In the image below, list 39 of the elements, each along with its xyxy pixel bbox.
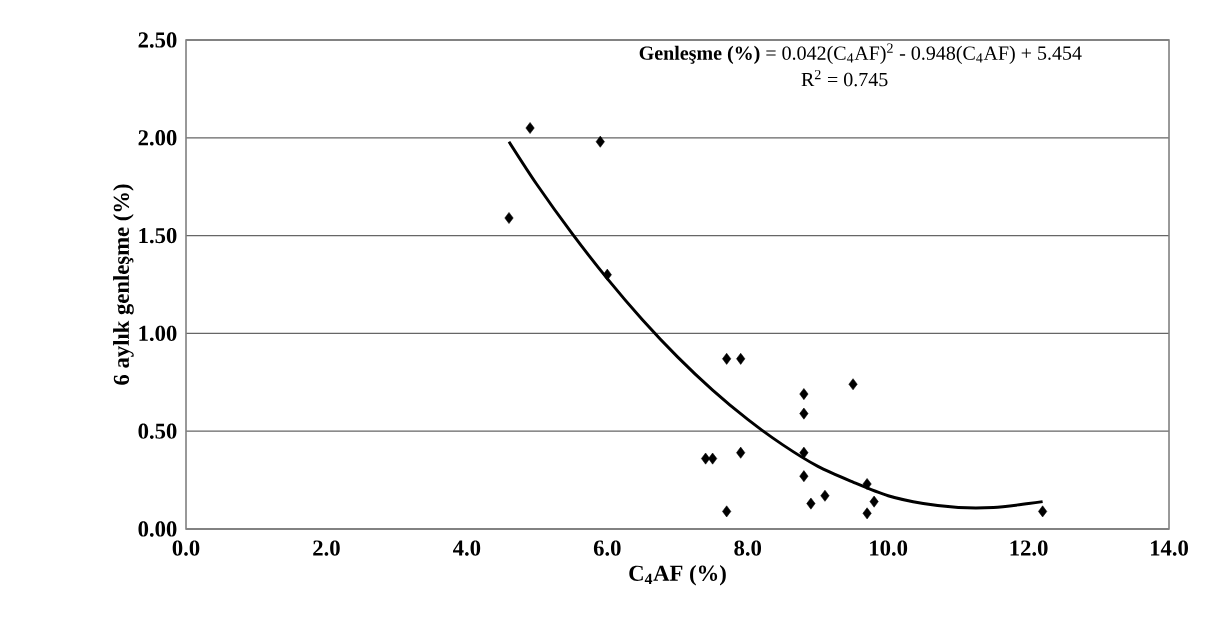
x-axis-title: C$_{4}$AF (%) (629, 564, 726, 586)
y-tick-label: 0.00 (138, 521, 177, 537)
x-tick-label: 12.0 (1010, 540, 1048, 556)
point (862, 478, 872, 490)
point (722, 352, 732, 365)
y-tick-label: 1.50 (139, 227, 177, 244)
point (806, 497, 816, 510)
y-tick-label: 2.50 (138, 32, 177, 48)
x-tick-label: 4.0 (453, 540, 481, 556)
point (722, 505, 732, 518)
x-tick-label: 14.0 (1150, 540, 1188, 556)
annotation: R$^{2}$ = 0.745 (801, 69, 888, 87)
x-tick-label: 0.0 (172, 540, 200, 556)
point (595, 135, 605, 148)
point (799, 470, 809, 483)
point (799, 446, 809, 459)
point (1038, 505, 1048, 518)
y-tick-label: 2.00 (138, 130, 177, 146)
point (602, 268, 612, 281)
point (799, 388, 809, 400)
point (820, 489, 830, 502)
annotation: Genleşme (%) = 0.042(C$_{4}$AF)$^{2}$ - 0.948(C$_{4}$AF) + 5.454 (639, 43, 1082, 64)
x-tick-label: 8.0 (734, 540, 762, 556)
x-tick-label: 6.0 (593, 540, 621, 556)
x-tick-label: 10.0 (870, 540, 908, 556)
point (708, 452, 718, 465)
point (848, 378, 858, 391)
point (869, 495, 879, 508)
line-series (507, 140, 1045, 510)
point (504, 212, 514, 224)
y-tick-label: 0.50 (138, 423, 177, 439)
x-tick-label: 2.0 (313, 540, 340, 556)
y-axis-title: 6 aylık genleşme (%) (113, 184, 134, 385)
y-tick-label: 1.00 (139, 325, 177, 342)
point (525, 122, 535, 134)
point (862, 507, 872, 520)
point (736, 446, 746, 459)
point (799, 407, 809, 420)
point (736, 352, 746, 365)
